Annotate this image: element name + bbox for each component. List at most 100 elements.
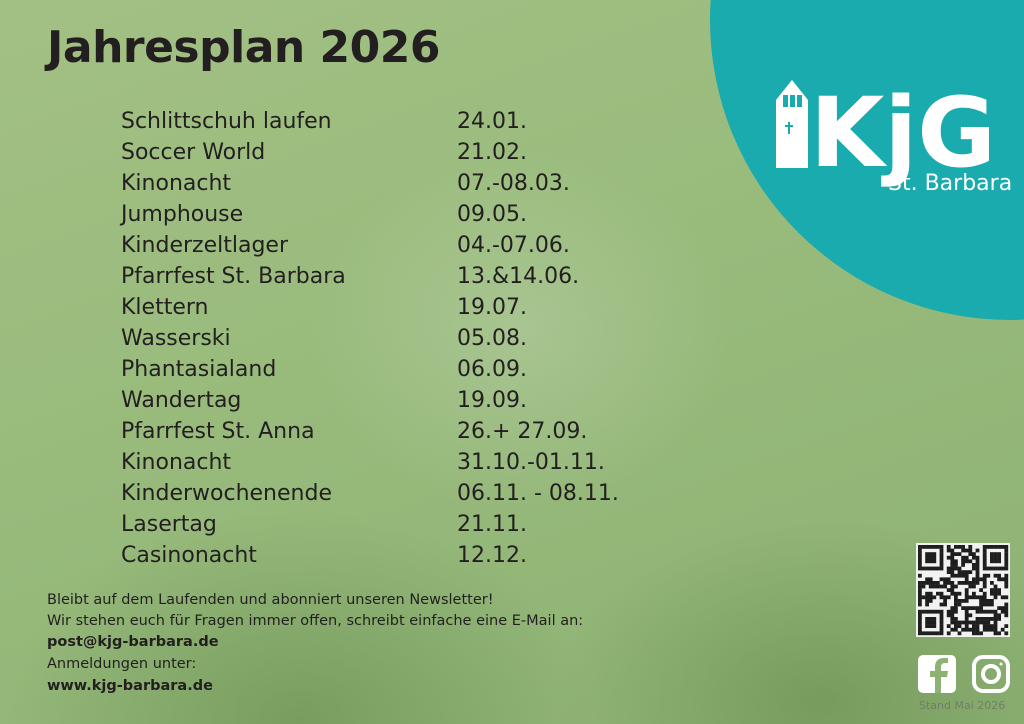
qr-module bbox=[982, 559, 987, 564]
qr-module bbox=[932, 584, 937, 589]
qr-module bbox=[946, 609, 951, 614]
footer-contact: Wir stehen euch für Fragen immer offen, … bbox=[47, 613, 584, 629]
event-name: Soccer World bbox=[121, 140, 266, 165]
qr-module bbox=[982, 617, 987, 621]
qr-module bbox=[972, 584, 976, 589]
qr-module bbox=[990, 545, 994, 549]
qr-module bbox=[928, 591, 933, 596]
qr-module bbox=[972, 595, 976, 600]
qr-module bbox=[943, 584, 947, 589]
footer-newsletter: Bleibt auf dem Laufenden und abonniert u… bbox=[47, 592, 494, 608]
qr-module bbox=[964, 606, 969, 610]
qr-module bbox=[972, 591, 976, 596]
qr-module bbox=[954, 545, 958, 549]
qr-module bbox=[986, 573, 991, 578]
qr-module bbox=[932, 545, 937, 549]
qr-module bbox=[957, 602, 962, 607]
qr-module bbox=[939, 620, 944, 625]
qr-module bbox=[968, 548, 973, 553]
qr-module bbox=[993, 617, 998, 621]
qr-module bbox=[928, 545, 933, 549]
qr-module bbox=[972, 620, 976, 625]
event-date: 21.02. bbox=[457, 140, 527, 165]
qr-module bbox=[918, 617, 922, 621]
qr-module bbox=[982, 602, 987, 607]
qr-module bbox=[918, 559, 922, 564]
qr-module bbox=[954, 620, 958, 625]
qr-module bbox=[950, 570, 955, 574]
footer-website[interactable]: www.kjg-barbara.de bbox=[47, 678, 213, 694]
event-date: 13.&14.06. bbox=[457, 264, 580, 289]
qr-module bbox=[946, 545, 951, 549]
event-date: 31.10.-01.11. bbox=[457, 450, 605, 475]
qr-module bbox=[972, 631, 976, 636]
qr-module bbox=[918, 609, 922, 614]
qr-module bbox=[968, 584, 973, 589]
qr-module bbox=[925, 624, 929, 628]
facebook-icon[interactable] bbox=[918, 655, 956, 693]
qr-module bbox=[993, 573, 998, 578]
qr-module bbox=[950, 563, 955, 567]
qr-module bbox=[961, 627, 965, 632]
event-name: Jumphouse bbox=[121, 202, 244, 227]
qr-module bbox=[936, 584, 940, 589]
qr-module bbox=[932, 581, 937, 585]
qr-module bbox=[982, 620, 987, 625]
qr-module bbox=[964, 588, 969, 592]
qr-module bbox=[993, 609, 998, 614]
qr-module bbox=[918, 584, 922, 589]
qr-module bbox=[928, 617, 933, 621]
qr-module bbox=[997, 588, 1001, 592]
qr-module bbox=[997, 552, 1001, 556]
qr-module bbox=[954, 591, 958, 596]
qr-module bbox=[982, 599, 987, 603]
qr-module bbox=[939, 566, 944, 571]
qr-module bbox=[954, 552, 958, 556]
qr-module bbox=[1004, 581, 1009, 585]
qr-module bbox=[928, 609, 933, 614]
qr-module bbox=[939, 617, 944, 621]
instagram-icon[interactable] bbox=[972, 655, 1010, 693]
logo-subtitle: St. Barbara bbox=[888, 171, 1012, 196]
qr-module bbox=[975, 620, 980, 625]
qr-module bbox=[990, 602, 994, 607]
qr-module bbox=[975, 555, 980, 560]
event-name: Kinderwochenende bbox=[121, 481, 332, 506]
footer-email[interactable]: post@kjg-barbara.de bbox=[47, 634, 219, 650]
qr-module bbox=[972, 581, 976, 585]
qr-module bbox=[957, 552, 962, 556]
event-date: 19.09. bbox=[457, 388, 527, 413]
qr-module bbox=[1000, 609, 1005, 614]
qr-module bbox=[939, 595, 944, 600]
event-date: 06.11. - 08.11. bbox=[457, 481, 619, 506]
qr-module bbox=[925, 617, 929, 621]
qr-module bbox=[975, 559, 980, 564]
qr-module bbox=[1004, 559, 1009, 564]
qr-module bbox=[964, 613, 969, 618]
qr-module bbox=[939, 563, 944, 567]
qr-module bbox=[964, 581, 969, 585]
qr-module bbox=[918, 552, 922, 556]
qr-module bbox=[982, 573, 987, 578]
qr-module bbox=[932, 552, 937, 556]
qr-module bbox=[964, 599, 969, 603]
qr-module bbox=[946, 548, 951, 553]
qr-module bbox=[964, 555, 969, 560]
qr-module bbox=[921, 581, 926, 585]
qr-module bbox=[993, 620, 998, 625]
event-date: 07.-08.03. bbox=[457, 171, 570, 196]
qr-module bbox=[975, 570, 980, 574]
qr-module bbox=[939, 555, 944, 560]
qr-module bbox=[979, 620, 983, 625]
qr-module bbox=[939, 624, 944, 628]
qr-module bbox=[968, 606, 973, 610]
qr-module bbox=[1004, 545, 1009, 549]
qr-module bbox=[939, 584, 944, 589]
qr-module bbox=[939, 627, 944, 632]
qr-module bbox=[928, 595, 933, 600]
qr-module bbox=[946, 588, 951, 592]
qr-module bbox=[979, 606, 983, 610]
qr-module bbox=[943, 595, 947, 600]
